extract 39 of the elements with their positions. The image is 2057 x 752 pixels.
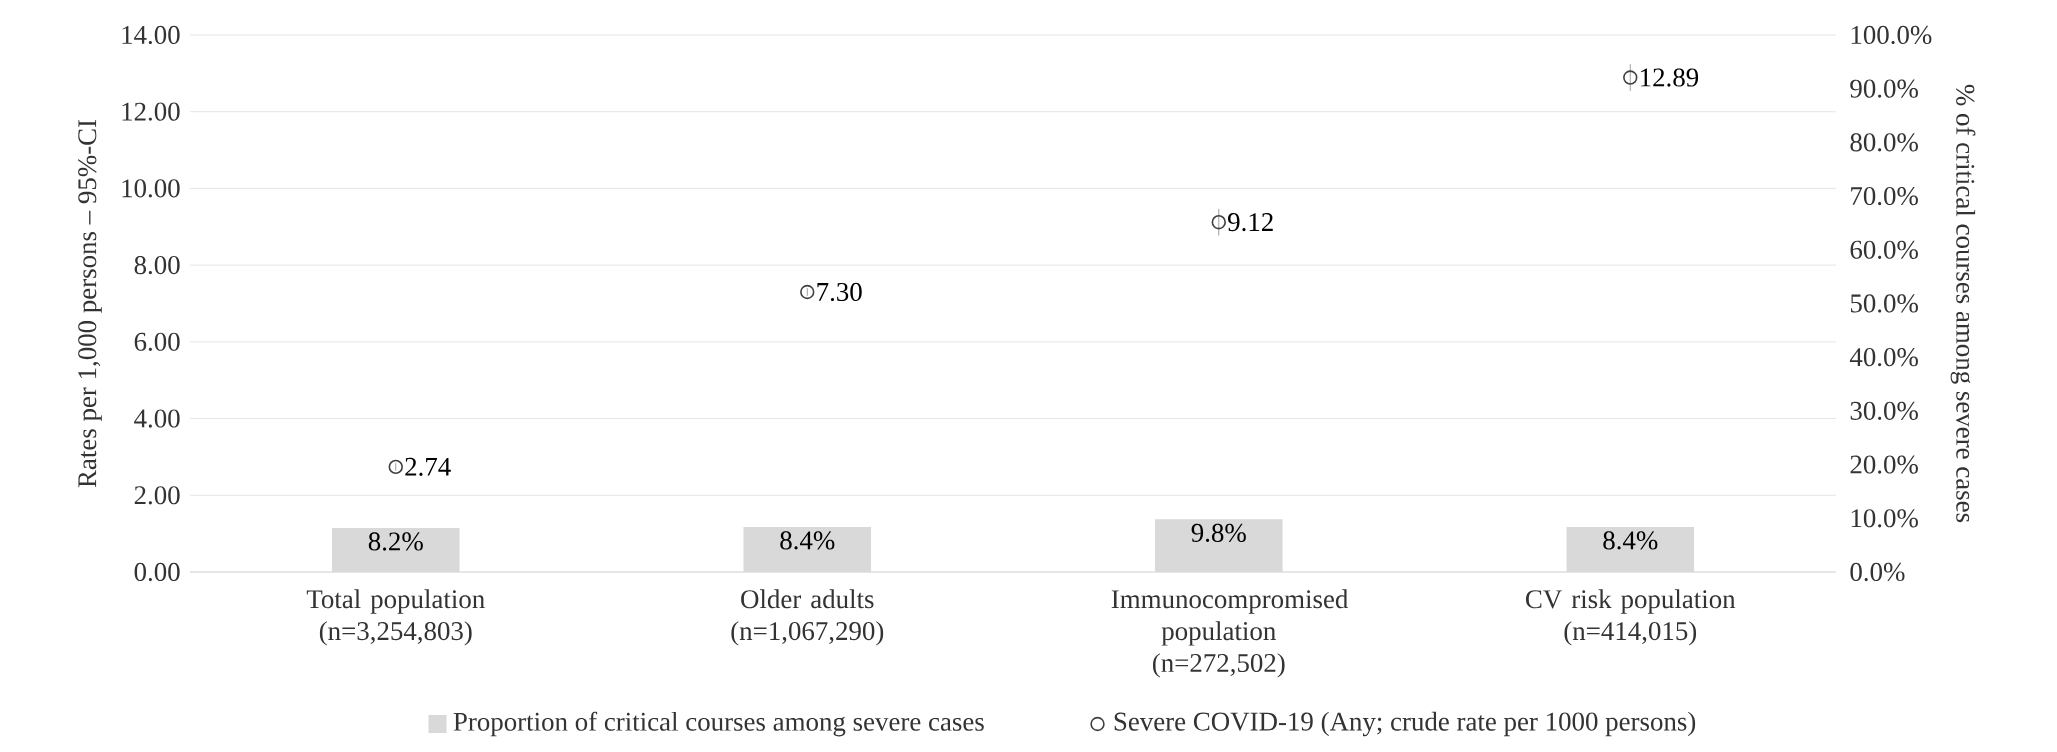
point <box>800 284 815 300</box>
data-label: 9.12 <box>1228 213 1273 232</box>
data-label: 7.30 <box>817 282 862 302</box>
y-tick-label: 10.00 <box>122 179 180 198</box>
data-label: 9.8% <box>1191 523 1246 543</box>
y-tick-label: 2.00 <box>134 486 180 505</box>
data-label: 8.4% <box>1603 531 1658 550</box>
y2-tick-label: 0.0% <box>1850 562 1905 582</box>
legend-label: Severe COVID-19 (Any; crude rate per 1000 persons) <box>1114 711 1696 737</box>
y2-tick-label: 30.0% <box>1850 401 1918 421</box>
y2-tick-label: 40.0% <box>1849 348 1918 367</box>
y2-tick-label: 10.0% <box>1851 509 1918 528</box>
y-tick-label: 6.00 <box>134 332 180 351</box>
y2-tick-label: 60.0% <box>1850 240 1918 259</box>
y-tick-label: 12.00 <box>122 102 180 121</box>
data-label: 2.74 <box>405 457 451 476</box>
y2-tick-label: 80.0% <box>1850 133 1918 152</box>
y2-tick-label: 90.0% <box>1850 79 1918 98</box>
x-tick-label: Immunocompromised population (n=272,502) <box>1111 589 1349 678</box>
y2-tick-label: 70.0% <box>1851 186 1918 206</box>
legend-label: Proportion of critical courses among severe cases <box>453 711 984 737</box>
x-tick-label: Older adults (n=1,067,290) <box>731 589 884 646</box>
point <box>1211 214 1226 230</box>
y2-tick-label: 20.0% <box>1850 455 1918 474</box>
y-tick-label: 4.00 <box>134 409 180 428</box>
data-label: 8.4% <box>780 531 835 550</box>
point <box>1623 70 1638 85</box>
y-tick-label: 14.00 <box>122 25 180 45</box>
y-axis-title: Rates per 1,000 persons – 95%-CI <box>78 119 102 488</box>
data-label: 12.89 <box>1641 68 1699 87</box>
y2-axis-title: % of critical courses among severe cases <box>1950 84 1976 523</box>
y-tick-label: 8.00 <box>134 255 180 275</box>
y-tick-label: 0.00 <box>134 562 180 582</box>
point <box>388 459 403 475</box>
y2-tick-label: 50.0% <box>1850 294 1918 313</box>
x-tick-label: CV risk population (n=414,015) <box>1526 589 1736 646</box>
data-label: 8.2% <box>368 532 423 551</box>
y2-tick-label: 100.0% <box>1851 25 1932 45</box>
x-tick-label: Total population (n=3,254,803) <box>306 589 485 646</box>
